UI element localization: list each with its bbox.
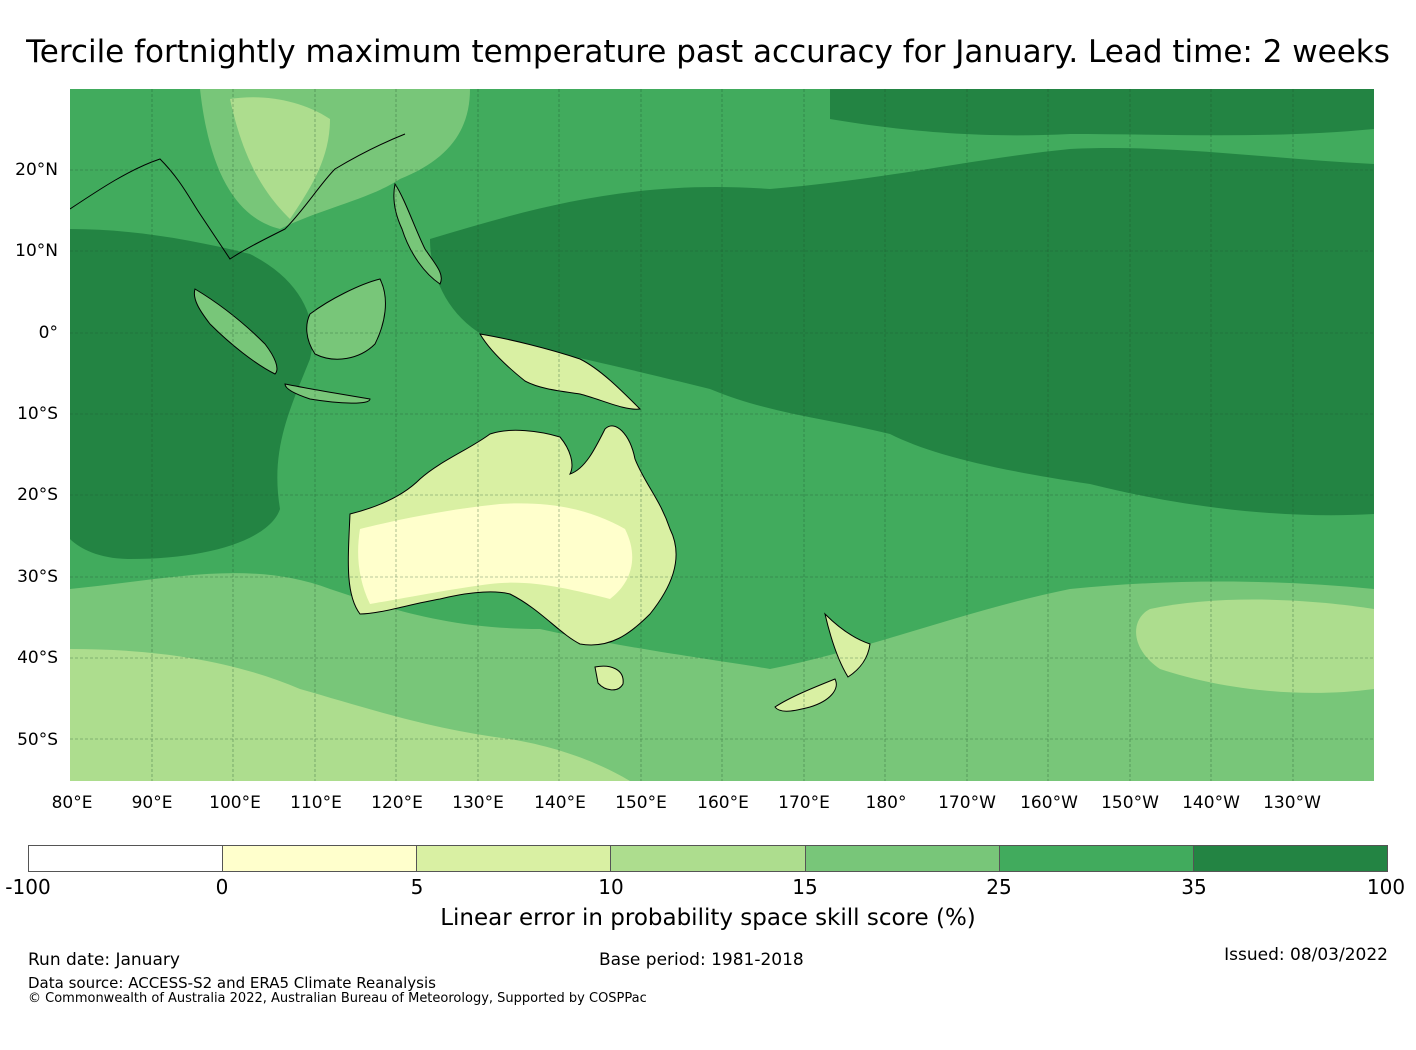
lat-label: 10°N <box>15 241 58 261</box>
colorbar-label: Linear error in probability space skill … <box>440 905 976 931</box>
lat-label: 50°S <box>17 730 58 750</box>
high-skill-zone-pacific <box>430 147 1374 516</box>
run-date: Run date: January <box>28 950 180 970</box>
lon-label: 80°E <box>51 793 93 813</box>
nz-south-island <box>774 678 837 712</box>
high-skill-zone-north-pacific <box>830 89 1374 136</box>
lon-label: 170°W <box>938 793 996 813</box>
colorbar-segment <box>805 846 1000 871</box>
map-gridlines <box>70 89 1374 781</box>
lon-label: 160°E <box>697 793 749 813</box>
copyright: © Commonwealth of Australia 2022, Austra… <box>28 991 647 1006</box>
colorbar-segment <box>1193 846 1387 871</box>
colorbar-segment <box>29 846 224 871</box>
skill-score-map <box>70 89 1374 781</box>
colorbar-tick: 0 <box>215 875 229 899</box>
lon-label: 130°E <box>452 793 504 813</box>
lat-label: 0° <box>38 323 58 343</box>
lat-label: 30°S <box>17 567 58 587</box>
lon-label: 180° <box>865 793 907 813</box>
colorbar <box>28 845 1388 872</box>
issued-date: Issued: 08/03/2022 <box>1224 945 1388 965</box>
high-skill-zone-indian-ocean <box>70 229 313 559</box>
lon-label: 90°E <box>131 793 173 813</box>
lon-label: 150°W <box>1101 793 1159 813</box>
sumatra-landmass <box>193 288 278 375</box>
colorbar-segment <box>417 846 612 871</box>
lon-label: 160°W <box>1020 793 1078 813</box>
colorbar-segment <box>611 846 806 871</box>
colorbar-tick: 35 <box>1181 875 1207 899</box>
lon-label: 150°E <box>615 793 667 813</box>
colorbar-tick: 25 <box>986 875 1012 899</box>
philippines-landmass <box>393 182 442 285</box>
colorbar-tick: 5 <box>410 875 424 899</box>
lat-label: 40°S <box>17 648 58 668</box>
colorbar-tick: 15 <box>792 875 818 899</box>
tasmania-landmass <box>594 665 624 691</box>
lon-label: 110°E <box>290 793 342 813</box>
colorbar-tick: 10 <box>598 875 624 899</box>
colorbar-segment <box>999 846 1194 871</box>
borneo-landmass <box>306 278 386 360</box>
java-landmass <box>284 383 371 404</box>
lon-label: 120°E <box>371 793 423 813</box>
colorbar-tick: 100 <box>1366 875 1406 899</box>
data-source: Data source: ACCESS-S2 and ERA5 Climate … <box>28 974 436 992</box>
australia-interior-lowest-skill <box>358 503 633 604</box>
lat-label: 20°N <box>15 160 58 180</box>
colorbar-segment <box>223 846 418 871</box>
lon-label: 100°E <box>209 793 261 813</box>
nz-north-island <box>824 612 871 678</box>
low-skill-zone-southeast <box>1136 599 1374 693</box>
lon-label: 130°W <box>1263 793 1321 813</box>
new-guinea-landmass <box>479 333 642 410</box>
lon-label: 140°E <box>534 793 586 813</box>
lon-label: 140°W <box>1182 793 1240 813</box>
lat-label: 20°S <box>17 485 58 505</box>
map-svg <box>70 89 1374 781</box>
base-period: Base period: 1981-2018 <box>599 950 804 970</box>
low-skill-zone-southwest <box>70 649 630 781</box>
lon-label: 170°E <box>778 793 830 813</box>
low-skill-zone-indochina <box>230 97 330 219</box>
map-title: Tercile fortnightly maximum temperature … <box>26 34 1390 70</box>
colorbar-tick: -100 <box>5 875 51 899</box>
lat-label: 10°S <box>17 404 58 424</box>
